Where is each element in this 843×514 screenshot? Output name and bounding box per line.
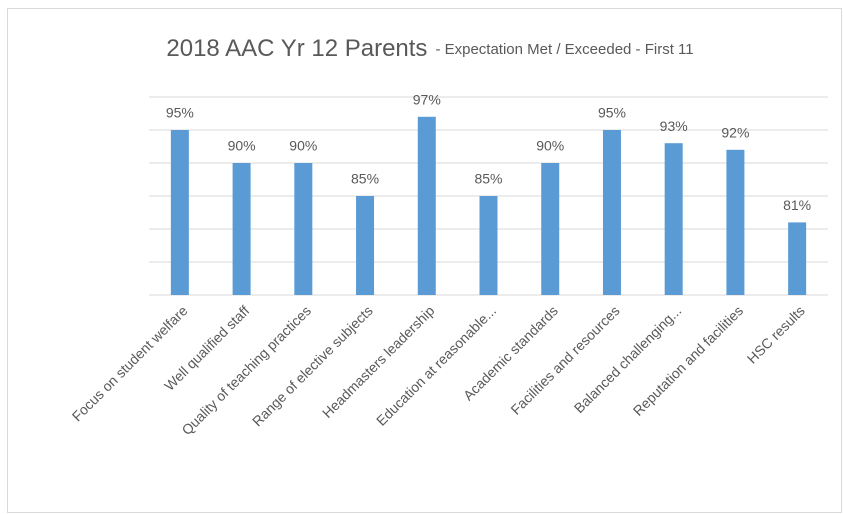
- data-label: 85%: [351, 171, 379, 187]
- data-label: 81%: [783, 197, 811, 213]
- data-label: 92%: [721, 125, 749, 141]
- chart-title: 2018 AAC Yr 12 Parents: [166, 35, 427, 62]
- data-label: 97%: [413, 92, 441, 108]
- bar: [479, 196, 498, 295]
- bar: [417, 116, 436, 295]
- bar: [726, 149, 745, 295]
- data-label: 90%: [228, 138, 256, 154]
- bar: [788, 222, 807, 295]
- bar: [602, 130, 621, 295]
- bar: [232, 163, 251, 295]
- bar: [541, 163, 560, 295]
- data-label: 85%: [474, 171, 502, 187]
- chart-heading: 2018 AAC Yr 12 Parents - Expectation Met …: [166, 35, 693, 62]
- bar: [294, 163, 313, 295]
- data-label: 90%: [289, 138, 317, 154]
- bar: [356, 196, 375, 295]
- bar: [170, 130, 189, 295]
- data-label: 90%: [536, 138, 564, 154]
- data-label: 95%: [166, 105, 194, 121]
- data-label: 95%: [598, 105, 626, 121]
- chart-subtitle: - Expectation Met / Exceeded - First 11: [435, 41, 693, 58]
- bar: [664, 143, 683, 295]
- data-label: 93%: [660, 118, 688, 134]
